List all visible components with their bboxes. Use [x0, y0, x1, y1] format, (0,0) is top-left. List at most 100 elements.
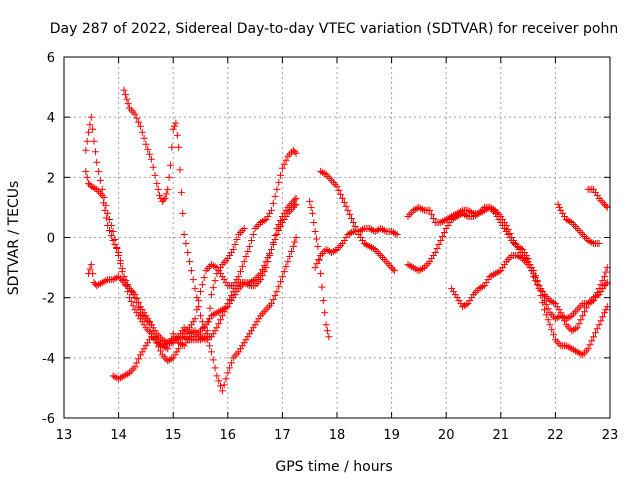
- data-point: [590, 294, 598, 302]
- data-point: [229, 282, 237, 290]
- data-point: [322, 246, 330, 254]
- data-point: [231, 291, 239, 299]
- data-point: [429, 214, 437, 222]
- data-point: [269, 199, 277, 207]
- data-point: [213, 324, 221, 332]
- data-point: [205, 318, 213, 326]
- data-point: [209, 330, 217, 338]
- data-point: [115, 249, 123, 257]
- data-point: [526, 264, 534, 272]
- data-point: [550, 331, 558, 339]
- data-point: [104, 221, 112, 229]
- data-point: [591, 293, 599, 301]
- data-point: [415, 203, 423, 211]
- chart-title: Day 287 of 2022, Sidereal Day-to-day VTE…: [50, 21, 618, 37]
- data-point: [222, 279, 230, 287]
- data-point: [500, 224, 508, 232]
- data-point: [275, 226, 283, 234]
- data-point: [90, 137, 98, 145]
- data-point: [207, 348, 215, 356]
- data-point: [453, 212, 461, 220]
- y-tick-label: -4: [42, 352, 55, 367]
- data-point: [393, 230, 401, 238]
- data-point: [202, 336, 210, 344]
- data-point: [404, 261, 412, 269]
- data-point: [448, 215, 456, 223]
- data-point: [260, 216, 268, 224]
- data-point: [164, 357, 172, 365]
- data-point: [506, 234, 514, 241]
- data-point: [590, 185, 598, 193]
- data-point: [83, 137, 91, 145]
- data-point: [147, 321, 155, 329]
- data-point: [555, 203, 563, 211]
- data-point: [519, 246, 527, 254]
- data-point: [233, 236, 241, 244]
- data-point: [480, 282, 488, 290]
- data-point: [217, 307, 225, 315]
- data-point: [292, 149, 300, 157]
- data-point: [564, 314, 572, 322]
- data-point: [390, 267, 398, 275]
- data-point: [89, 125, 97, 133]
- data-point: [156, 191, 164, 199]
- data-point: [271, 192, 279, 200]
- data-points: [82, 86, 611, 395]
- data-point: [557, 206, 565, 214]
- data-point: [468, 294, 476, 302]
- data-point: [277, 222, 285, 230]
- data-point: [417, 204, 425, 212]
- data-point: [131, 363, 139, 371]
- data-point: [129, 291, 137, 299]
- data-point: [500, 261, 508, 269]
- data-point: [466, 297, 474, 305]
- data-point: [602, 280, 610, 288]
- data-point: [364, 242, 372, 250]
- data-point: [292, 234, 300, 241]
- data-point: [440, 216, 448, 224]
- data-point: [570, 346, 578, 354]
- data-point: [220, 305, 228, 313]
- data-point: [113, 245, 121, 253]
- data-point: [542, 311, 550, 319]
- data-point: [568, 345, 576, 353]
- data-point: [391, 229, 399, 237]
- data-point: [229, 246, 237, 254]
- data-point: [479, 283, 487, 291]
- data-point: [581, 308, 589, 316]
- data-point: [449, 214, 457, 222]
- data-point: [409, 264, 417, 272]
- data-point: [344, 206, 352, 214]
- data-point: [166, 356, 174, 364]
- data-point: [278, 273, 286, 281]
- data-point: [202, 330, 210, 338]
- data-point: [253, 318, 261, 326]
- data-point: [320, 169, 328, 177]
- data-point: [582, 304, 590, 312]
- data-point: [537, 292, 545, 300]
- data-point: [126, 285, 134, 293]
- data-point: [177, 188, 185, 196]
- data-point: [368, 225, 376, 233]
- data-point: [237, 345, 245, 353]
- data-point: [151, 335, 159, 343]
- data-point: [388, 227, 396, 235]
- data-point: [593, 191, 601, 199]
- data-point: [595, 240, 603, 248]
- data-point: [579, 312, 587, 320]
- x-tick-label: 19: [383, 428, 400, 443]
- data-point: [540, 306, 548, 314]
- data-point: [314, 243, 322, 251]
- data-point: [264, 254, 272, 262]
- data-point: [555, 306, 563, 314]
- data-point: [200, 324, 208, 332]
- data-point: [446, 218, 454, 226]
- data-point: [195, 303, 203, 311]
- data-point: [348, 228, 356, 236]
- data-point: [342, 202, 350, 210]
- data-point: [154, 185, 162, 193]
- data-point: [318, 283, 326, 291]
- data-point: [280, 215, 288, 223]
- data-point: [207, 333, 215, 341]
- data-point: [116, 374, 124, 382]
